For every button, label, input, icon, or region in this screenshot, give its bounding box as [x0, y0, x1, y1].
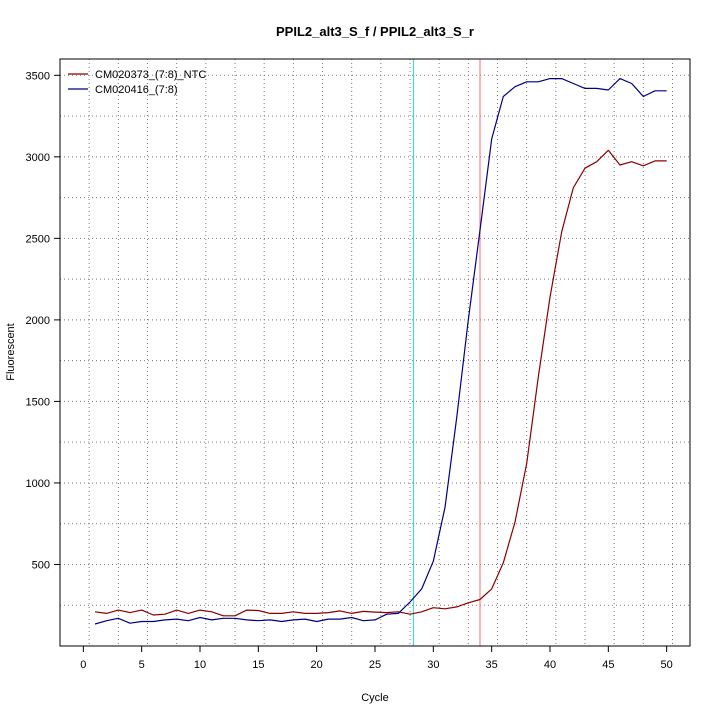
x-tick-label: 35 [486, 659, 498, 671]
y-tick-label: 3000 [26, 152, 50, 164]
x-tick-label: 25 [369, 659, 381, 671]
x-tick-label: 45 [602, 659, 614, 671]
x-tick-label: 20 [311, 659, 323, 671]
chart-title: PPIL2_alt3_S_f / PPIL2_alt3_S_r [276, 24, 474, 39]
x-tick-label: 10 [194, 659, 206, 671]
y-tick-label: 1000 [26, 478, 50, 490]
y-axis: 500 1000 1500 2000 2500 3000 3500 [26, 70, 60, 571]
x-tick-label: 30 [427, 659, 439, 671]
y-axis-title: Fluorescent [5, 323, 17, 380]
x-tick-label: 40 [544, 659, 556, 671]
legend-label-2: CM020416_(7:8) [95, 84, 178, 96]
threshold-lines [412, 59, 481, 646]
y-tick-label: 2500 [26, 233, 50, 245]
series-line-1 [94, 149, 667, 617]
x-tick-label: 5 [139, 659, 145, 671]
series-line-2 [94, 77, 667, 625]
x-axis: 0 5 10 15 20 25 30 35 40 45 50 [80, 646, 673, 671]
x-axis-title: Cycle [361, 692, 389, 704]
legend-label-1: CM020373_(7:8)_NTC [95, 69, 206, 81]
plot-frame [59, 58, 691, 647]
x-tick-label: 15 [252, 659, 264, 671]
legend: CM020373_(7:8)_NTC CM020416_(7:8) [68, 69, 206, 96]
grid [60, 59, 690, 646]
y-tick-label: 500 [32, 559, 50, 571]
y-tick-label: 3500 [26, 70, 50, 82]
y-tick-label: 1500 [26, 396, 50, 408]
x-tick-label: 0 [80, 659, 86, 671]
series-lines [94, 77, 667, 625]
y-tick-label: 2000 [26, 315, 50, 327]
x-tick-label: 50 [661, 659, 673, 671]
